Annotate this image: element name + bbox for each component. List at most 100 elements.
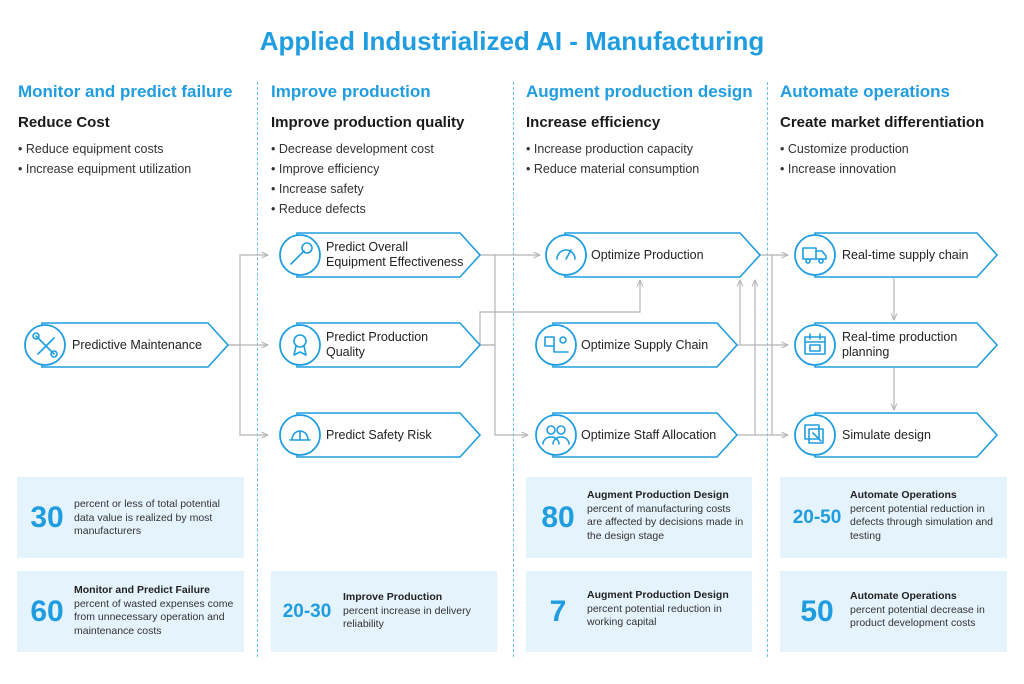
bullet-item: Reduce equipment costs (18, 139, 191, 159)
stat-description: Improve Production percent increase in d… (343, 591, 491, 632)
wrench-glyph (290, 242, 313, 265)
page-title: Applied Industrialized AI - Manufacturin… (259, 26, 765, 56)
node-label-line2: planning (842, 345, 890, 359)
stat-value: 30 (30, 500, 64, 534)
calendar-glyph (804, 333, 826, 355)
node-predict-quality[interactable]: Predict Production Quality (326, 330, 428, 360)
stat-box-20-50: 20-50 Automate Operations percent potent… (780, 477, 1007, 558)
stat-heading: Improve Production (343, 591, 443, 603)
column-heading-improve: Improve production (271, 82, 431, 101)
node-label-line1: Predict Production (326, 330, 429, 344)
stat-box-20-30: 20-30 Improve Production percent increas… (271, 571, 497, 652)
node-realtime-planning[interactable]: Real-time production planning (842, 330, 957, 360)
supply-chain-glyph (544, 336, 569, 353)
gauge-icon (545, 234, 587, 276)
stat-description: Augment Production Design percent of man… (587, 489, 747, 543)
stat-value: 50 (800, 594, 834, 628)
stat-heading: Augment Production Design (587, 489, 729, 501)
node-optimize-production[interactable]: Optimize Production (591, 247, 704, 263)
node-label: Predictive Maintenance (72, 337, 202, 352)
bullet-list: Reduce equipment costs Increase equipmen… (18, 139, 191, 179)
people-glyph (542, 425, 570, 445)
node-predictive-maintenance[interactable]: Predictive Maintenance (72, 337, 202, 353)
node-simulate-design[interactable]: Simulate design (842, 427, 931, 443)
stat-heading: Automate Operations (850, 489, 957, 501)
stat-description: Automate Operations percent potential re… (850, 489, 1002, 543)
stat-text: percent increase in delivery reliability (343, 604, 471, 631)
award-glyph (293, 334, 307, 356)
node-label-line2: Quality (326, 345, 365, 359)
stat-text: percent potential decrease in product de… (850, 603, 985, 630)
bullet-item: Reduce defects (271, 199, 434, 219)
stat-text: percent or less of total potential data … (74, 498, 220, 537)
node-label: Optimize Staff Allocation (581, 427, 717, 442)
stat-box-50: 50 Automate Operations percent potential… (780, 571, 1007, 652)
column-heading-augment: Augment production design (526, 82, 753, 101)
node-label-line1: Predict Overall (326, 240, 408, 254)
column-subheading-efficiency: Increase efficiency (526, 114, 661, 131)
stat-text: percent potential reduction in defects t… (850, 502, 994, 542)
stat-box-80: 80 Augment Production Design percent of … (526, 477, 752, 558)
node-label: Simulate design (842, 427, 931, 442)
stat-description: percent or less of total potential data … (74, 498, 236, 539)
node-realtime-supply[interactable]: Real-time supply chain (842, 247, 968, 263)
stat-box-30: 30 percent or less of total potential da… (17, 477, 244, 558)
bullet-item: Increase equipment utilization (18, 159, 191, 179)
supply-chain-icon (535, 324, 577, 366)
column-divider (513, 82, 514, 657)
stat-value: 20-50 (792, 506, 842, 528)
column-divider (767, 82, 768, 657)
bullet-item: Decrease development cost (271, 139, 434, 159)
stat-value: 20-30 (282, 600, 332, 622)
tools-glyph (32, 332, 58, 358)
stat-text: percent of manufacturing costs are affec… (587, 502, 744, 542)
stat-text: percent potential reduction in working c… (587, 602, 722, 629)
bullet-item: Customize production (780, 139, 909, 159)
node-label: Real-time supply chain (842, 247, 969, 262)
node-label: Optimize Production (591, 247, 704, 262)
stat-heading: Augment Production Design (587, 589, 729, 601)
column-heading-monitor: Monitor and predict failure (18, 82, 233, 101)
stat-value: 80 (541, 500, 575, 534)
people-icon (535, 414, 577, 456)
column-subheading-quality: Improve production quality (271, 114, 465, 131)
stat-value: 60 (30, 594, 64, 628)
award-ribbon-icon (279, 324, 321, 366)
stat-description: Automate Operations percent potential de… (850, 590, 1000, 631)
truck-icon (794, 234, 836, 276)
bullet-list: Decrease development cost Improve effici… (271, 139, 434, 219)
column-heading-automate: Automate operations (780, 82, 951, 101)
stat-text: percent of wasted expenses come from unn… (74, 597, 234, 637)
bullet-list: Customize production Increase innovation (780, 139, 909, 179)
bullet-item: Reduce material consumption (526, 159, 699, 179)
bullet-item: Increase safety (271, 179, 434, 199)
stat-description: Augment Production Design percent potent… (587, 589, 743, 630)
stat-description: Monitor and Predict Failure percent of w… (74, 584, 238, 638)
node-label: Optimize Supply Chain (581, 337, 709, 352)
node-optimize-staff[interactable]: Optimize Staff Allocation (581, 427, 716, 443)
column-subheading-reduce-cost: Reduce Cost (18, 114, 110, 131)
stat-heading: Automate Operations (850, 590, 957, 602)
bullet-item: Improve efficiency (271, 159, 434, 179)
connector-lines (228, 255, 894, 435)
node-label-line1: Real-time production (842, 330, 958, 344)
stat-value: 7 (549, 594, 567, 628)
node-predict-oee[interactable]: Predict Overall Equipment Effectiveness (326, 240, 463, 270)
design-glyph (804, 424, 824, 444)
truck-glyph (802, 247, 827, 264)
node-optimize-supply[interactable]: Optimize Supply Chain (581, 337, 708, 353)
gauge-glyph (556, 249, 576, 260)
node-label: Predict Safety Risk (326, 427, 432, 442)
node-predict-safety[interactable]: Predict Safety Risk (326, 427, 432, 443)
bullet-item: Increase innovation (780, 159, 909, 179)
process-shapes (41, 232, 999, 458)
column-divider (257, 82, 258, 657)
column-subheading-differentiation: Create market differentiation (780, 114, 985, 131)
stat-box-60: 60 Monitor and Predict Failure percent o… (17, 571, 244, 652)
node-label-line2: Equipment Effectiveness (326, 255, 464, 269)
stat-heading: Monitor and Predict Failure (74, 584, 210, 596)
hard-hat-glyph (289, 430, 311, 441)
stat-box-7: 7 Augment Production Design percent pote… (526, 571, 752, 652)
bullet-item: Increase production capacity (526, 139, 699, 159)
